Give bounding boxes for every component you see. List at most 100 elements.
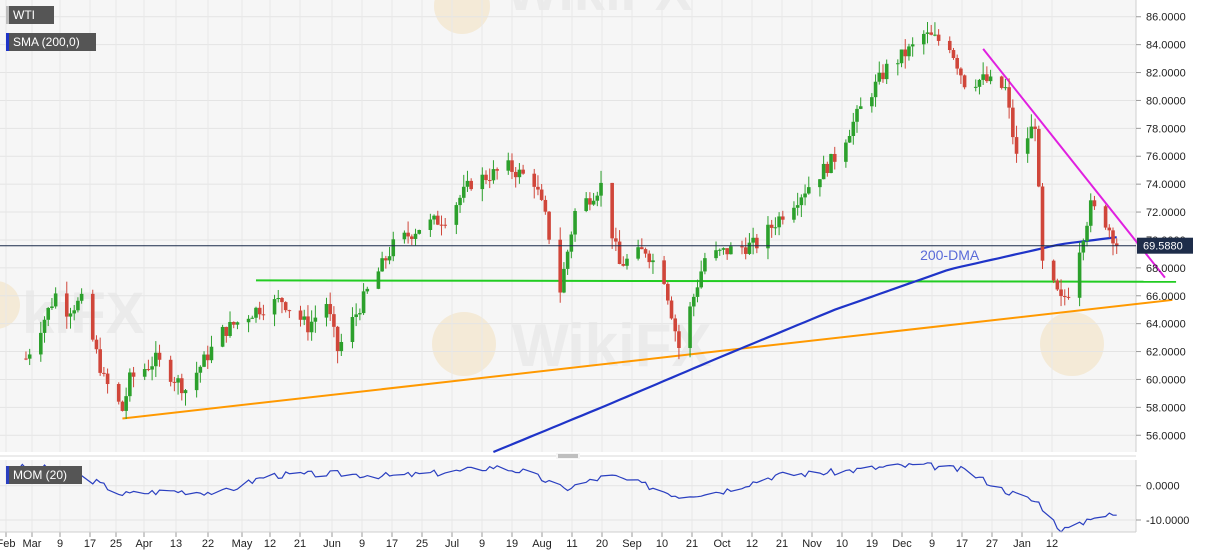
candle — [569, 231, 574, 259]
x-tick-label: 17 — [84, 538, 96, 550]
candle — [799, 194, 804, 218]
candle — [910, 37, 915, 57]
candle — [209, 335, 214, 364]
x-tick-label: 21 — [776, 538, 788, 550]
candle — [936, 29, 941, 46]
candle — [1033, 118, 1037, 142]
candle — [818, 179, 822, 197]
candle — [955, 54, 959, 75]
momentum-line — [14, 462, 1117, 533]
y-tick-label: 86.0000 — [1146, 12, 1186, 24]
candle — [844, 139, 848, 168]
candle — [339, 333, 344, 356]
candle — [102, 366, 106, 377]
x-tick-label: 22 — [202, 538, 214, 550]
candle — [881, 64, 885, 83]
candle — [1103, 204, 1108, 230]
rising-support-trendline — [122, 298, 1173, 420]
x-tick-label: 17 — [956, 538, 968, 550]
candle — [666, 282, 670, 305]
x-tick-label: 19 — [506, 538, 518, 550]
candle — [335, 325, 340, 364]
candle — [777, 212, 781, 236]
candle — [179, 373, 184, 401]
candle — [157, 344, 162, 367]
candle — [172, 376, 177, 392]
candle — [146, 359, 151, 372]
candle — [959, 67, 963, 84]
candle — [361, 283, 366, 316]
x-tick-label: 19 — [866, 538, 878, 550]
candle — [387, 246, 392, 265]
candle — [131, 366, 136, 388]
candle — [985, 66, 989, 83]
x-tick-label: 12 — [746, 538, 758, 550]
dma-annotation: 200-DMA — [920, 247, 980, 263]
candle — [495, 167, 499, 180]
x-tick-label: 17 — [386, 538, 398, 550]
candle — [1011, 99, 1015, 145]
candle — [487, 168, 492, 189]
candle — [695, 279, 700, 303]
candle — [1051, 259, 1056, 284]
candle — [829, 153, 833, 174]
candle — [673, 314, 678, 342]
candle — [124, 387, 128, 420]
candle — [669, 296, 674, 320]
x-tick-label: Mar — [23, 538, 42, 550]
candle — [42, 316, 47, 343]
candle — [1062, 289, 1067, 306]
x-tick-label: Oct — [713, 538, 730, 550]
y-tick-label: 74.0000 — [1146, 179, 1186, 191]
candle — [443, 218, 447, 229]
x-tick-label: Aug — [532, 538, 552, 550]
pane-resize-handle[interactable] — [556, 453, 580, 459]
candle — [858, 97, 863, 110]
candle — [68, 307, 73, 329]
candle — [803, 184, 807, 206]
candle — [588, 192, 592, 211]
x-tick-label: Apr — [135, 538, 152, 550]
candle — [625, 254, 629, 270]
candle — [855, 105, 859, 133]
candle — [688, 301, 692, 358]
resistance-trendline — [982, 48, 1166, 279]
candle — [27, 348, 32, 366]
candles — [24, 21, 1119, 420]
candle — [1040, 182, 1045, 270]
candle — [573, 208, 577, 242]
candle — [64, 281, 69, 329]
candle — [521, 164, 525, 175]
momentum-legend-badge[interactable]: MOM (20) — [6, 466, 82, 484]
candle — [640, 238, 644, 250]
sma-legend-badge[interactable]: SMA (200,0) — [6, 33, 96, 51]
candle — [851, 112, 856, 145]
candle — [899, 49, 904, 68]
x-tick-label: Dec — [892, 538, 912, 550]
x-tick-label: May — [232, 538, 253, 550]
candle — [614, 227, 618, 251]
candle — [50, 298, 54, 310]
candle — [458, 194, 462, 213]
candle — [1088, 193, 1093, 233]
candle — [1059, 279, 1063, 307]
main-plot-area — [0, 0, 1136, 452]
symbol-badge[interactable]: WTI — [6, 6, 54, 24]
candle — [168, 355, 173, 387]
candle — [617, 230, 622, 265]
y-tick-label: 78.0000 — [1146, 123, 1186, 135]
candle — [962, 74, 967, 90]
candle — [729, 242, 733, 255]
candle — [480, 167, 485, 202]
candle — [621, 256, 626, 267]
candle — [977, 78, 982, 95]
candle — [947, 36, 952, 54]
candle — [636, 239, 640, 261]
candle — [647, 250, 652, 269]
candle — [183, 389, 188, 406]
x-tick-label: 12 — [264, 538, 276, 550]
candle — [543, 195, 548, 215]
candle — [781, 210, 785, 225]
candle — [599, 170, 603, 207]
x-tick-label: 25 — [110, 538, 122, 550]
